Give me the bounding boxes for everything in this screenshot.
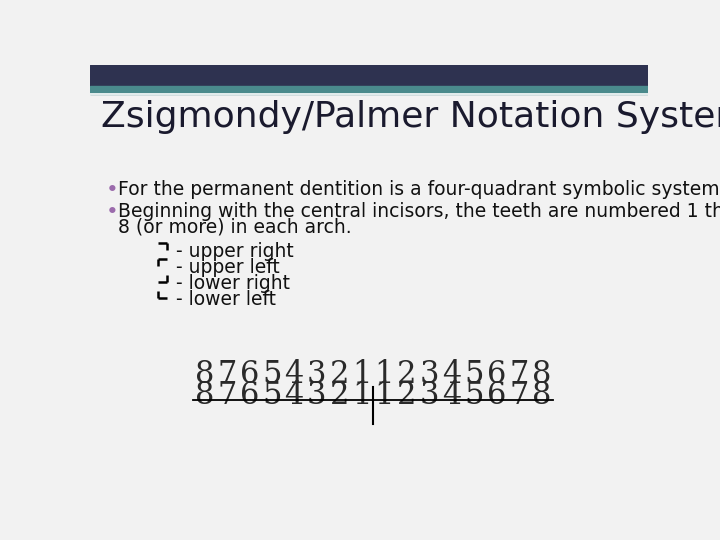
Text: 7: 7: [509, 359, 528, 390]
Text: 1: 1: [352, 380, 372, 411]
Text: - lower left: - lower left: [176, 291, 276, 309]
Text: 7: 7: [217, 359, 236, 390]
Text: 8: 8: [532, 359, 551, 390]
Text: - lower right: - lower right: [176, 274, 290, 293]
Text: •: •: [106, 180, 118, 200]
Text: 7: 7: [217, 380, 236, 411]
Text: 8 (or more) in each arch.: 8 (or more) in each arch.: [118, 217, 351, 237]
Text: 6: 6: [487, 380, 506, 411]
Text: 1: 1: [352, 359, 372, 390]
Bar: [90, 65, 648, 86]
Text: 2: 2: [397, 380, 416, 411]
Text: 5: 5: [262, 359, 282, 390]
Text: 1: 1: [374, 359, 394, 390]
Text: 4: 4: [284, 380, 304, 411]
Text: 4: 4: [442, 380, 462, 411]
Text: 3: 3: [419, 380, 438, 411]
Text: •: •: [106, 202, 118, 222]
Text: For the permanent dentition is a four-quadrant symbolic system.: For the permanent dentition is a four-qu…: [118, 180, 720, 199]
Text: 6: 6: [240, 359, 259, 390]
Text: 2: 2: [397, 359, 416, 390]
Text: Beginning with the central incisors, the teeth are numbered 1 through: Beginning with the central incisors, the…: [118, 202, 720, 221]
Text: - upper right: - upper right: [176, 242, 294, 261]
Text: 6: 6: [487, 359, 506, 390]
Text: 5: 5: [464, 359, 484, 390]
Text: 5: 5: [262, 380, 282, 411]
Text: - upper left: - upper left: [176, 258, 280, 277]
Text: 3: 3: [419, 359, 438, 390]
Text: 2: 2: [330, 380, 349, 411]
Text: 4: 4: [284, 359, 304, 390]
Bar: [90, 86, 648, 94]
Text: 5: 5: [464, 380, 484, 411]
Text: 1: 1: [374, 380, 394, 411]
Text: Zsigmondy/Palmer Notation System.: Zsigmondy/Palmer Notation System.: [101, 100, 720, 134]
Text: 6: 6: [240, 380, 259, 411]
Text: 8: 8: [532, 380, 551, 411]
Text: 4: 4: [442, 359, 462, 390]
Text: 2: 2: [330, 359, 349, 390]
Text: 8: 8: [194, 380, 214, 411]
Text: 8: 8: [194, 359, 214, 390]
Text: 7: 7: [509, 380, 528, 411]
Text: 3: 3: [307, 380, 326, 411]
Text: 3: 3: [307, 359, 326, 390]
